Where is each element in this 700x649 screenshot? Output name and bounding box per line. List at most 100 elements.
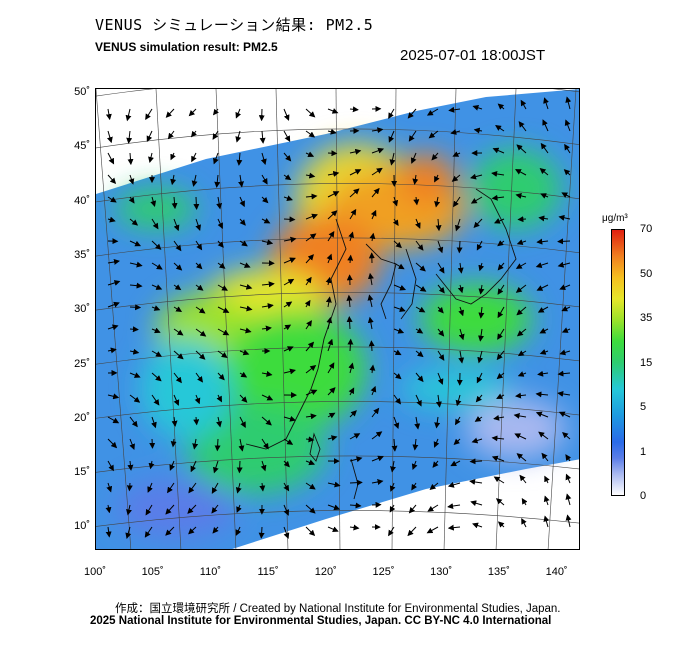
wind-arrow: [478, 284, 485, 295]
longitude-tick-label: 125˚: [372, 566, 395, 578]
timestamp: 2025-07-01 18:00JST: [400, 47, 546, 64]
wind-arrow: [239, 416, 246, 428]
colorbar-label: 50: [640, 267, 653, 280]
wind-arrow: [349, 148, 362, 155]
wind-arrow: [497, 328, 505, 340]
wind-arrow: [415, 284, 427, 292]
wind-arrow: [129, 416, 138, 428]
wind-arrow: [497, 262, 505, 271]
wind-arrow: [195, 240, 203, 251]
wind-arrow: [145, 504, 153, 516]
pm25-map-canvas: [96, 89, 579, 549]
wind-arrow: [389, 482, 396, 492]
wind-arrow: [283, 324, 292, 331]
wind-arrow: [415, 372, 424, 383]
wind-arrow: [495, 125, 505, 132]
wind-arrow: [151, 394, 160, 406]
wind-arrow: [107, 196, 117, 203]
wind-arrow: [327, 412, 336, 419]
pm25-map: [95, 88, 580, 550]
wind-arrow: [369, 364, 376, 374]
wind-arrow: [543, 515, 550, 528]
longitude-tick-label: 120˚: [314, 566, 337, 578]
wind-arrow: [107, 174, 117, 185]
wind-arrow: [497, 521, 505, 528]
wind-arrow: [107, 258, 120, 265]
wind-arrow: [305, 213, 318, 220]
longitude-tick-label: 110˚: [199, 566, 221, 578]
wind-arrow: [126, 482, 133, 492]
wind-arrow: [393, 262, 405, 270]
wind-arrow: [170, 438, 177, 448]
wind-arrow: [437, 328, 445, 337]
wind-arrow: [540, 142, 549, 154]
wind-arrow: [327, 338, 334, 352]
wind-arrow: [129, 261, 143, 268]
wind-arrow: [239, 371, 248, 378]
wind-arrow: [429, 482, 439, 491]
wind-arrow: [393, 372, 402, 380]
wind-arrow: [539, 327, 549, 334]
wind-arrow: [173, 350, 184, 360]
wind-arrow: [437, 284, 445, 294]
wind-arrow: [349, 410, 357, 418]
wind-arrow: [538, 215, 549, 222]
wind-arrow: [235, 130, 242, 143]
wind-arrow: [448, 106, 461, 113]
wind-arrow: [519, 474, 527, 484]
wind-arrow: [428, 130, 439, 139]
wind-arrow: [454, 416, 461, 426]
wind-arrow: [437, 306, 444, 314]
wind-arrow: [476, 240, 483, 251]
wind-arrow: [497, 240, 505, 247]
wind-arrow: [217, 218, 223, 230]
wind-arrow: [513, 412, 527, 419]
wind-arrow: [305, 341, 315, 352]
wind-arrow: [412, 438, 419, 451]
wind-arrow: [415, 350, 424, 358]
wind-arrow: [496, 393, 505, 399]
wind-arrow: [557, 238, 571, 245]
wind-arrow: [435, 218, 442, 232]
wind-arrow: [260, 460, 267, 472]
wind-arrow: [305, 320, 312, 330]
wind-arrow: [125, 108, 132, 122]
wind-arrow: [562, 432, 571, 440]
wind-arrow: [188, 482, 197, 494]
wind-arrow: [305, 130, 316, 138]
wind-arrow: [191, 152, 197, 163]
wind-arrow: [557, 390, 571, 397]
wind-arrow: [327, 128, 337, 135]
wind-arrow: [435, 394, 442, 408]
latitude-tick-label: 15˚: [74, 466, 90, 479]
wind-arrow: [408, 504, 417, 514]
wind-arrow: [415, 306, 426, 313]
wind-arrow: [458, 328, 465, 341]
colorbar: [611, 229, 625, 496]
wind-arrow: [127, 460, 134, 471]
wind-arrow: [214, 174, 221, 188]
wind-arrow: [107, 130, 113, 144]
wind-arrow: [190, 460, 197, 473]
colorbar-label: 70: [640, 223, 653, 235]
wind-arrow: [173, 372, 182, 384]
wind-arrow: [283, 278, 295, 286]
wind-arrow: [393, 284, 407, 291]
wind-arrow: [107, 152, 115, 165]
wind-arrow: [346, 316, 353, 330]
wind-arrow: [283, 415, 296, 422]
wind-arrow: [167, 482, 175, 494]
wind-arrow: [493, 218, 505, 224]
wind-arrow: [261, 370, 273, 377]
wind-arrow: [434, 174, 440, 183]
wind-arrow: [173, 328, 184, 336]
wind-arrow: [217, 350, 228, 358]
longitude-tick-label: 105˚: [141, 566, 164, 578]
wind-arrow: [349, 188, 360, 198]
wind-arrow: [173, 218, 180, 232]
wind-arrow: [346, 294, 353, 308]
wind-arrow: [367, 294, 374, 308]
wind-arrow: [127, 152, 134, 166]
wind-arrow: [283, 438, 294, 445]
wind-arrow: [565, 96, 572, 110]
